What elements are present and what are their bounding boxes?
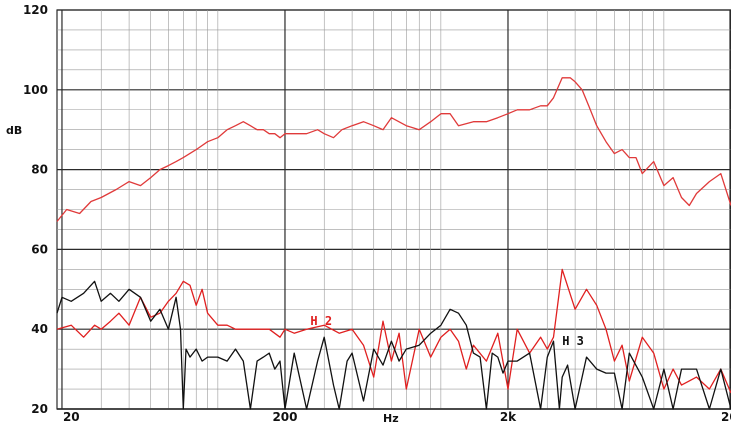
- tick-labels: 20 40 60 80 100 120 20 200 2k 20k H 2 H 3: [23, 3, 731, 424]
- y-tick-label: 60: [31, 242, 48, 256]
- y-tick-label: 120: [23, 3, 48, 17]
- x-axis-label: Hz: [383, 412, 399, 425]
- x-tick-label: 20: [63, 410, 80, 424]
- x-tick-label: 2k: [500, 410, 517, 424]
- series-line-h3: [56, 280, 731, 410]
- x-tick-label: 200: [272, 410, 297, 424]
- series-line-fundamental: [56, 77, 731, 222]
- y-tick-label: 20: [31, 402, 48, 416]
- annotation-label: H 3: [562, 334, 584, 348]
- y-axis-label: dB: [6, 124, 22, 137]
- grid: [56, 9, 731, 410]
- x-tick-label: 20k: [721, 410, 731, 424]
- y-tick-label: 80: [31, 163, 48, 177]
- y-tick-label: 100: [23, 83, 48, 97]
- series-layer: [56, 77, 731, 410]
- series-line-h2: [56, 268, 731, 394]
- y-tick-label: 40: [31, 322, 48, 336]
- annotation-label: H 2: [310, 314, 332, 328]
